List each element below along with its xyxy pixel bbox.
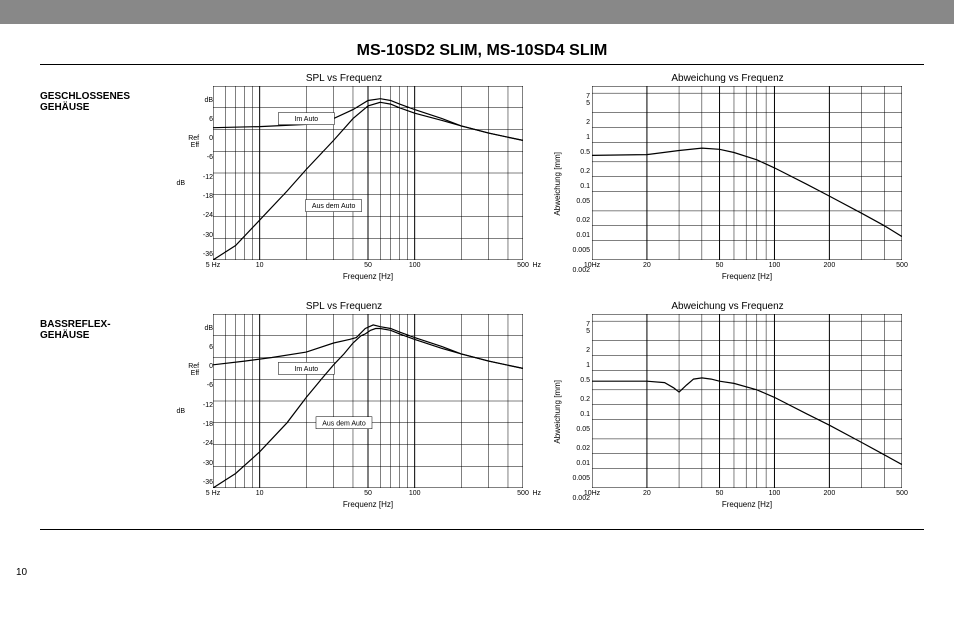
- divider-bottom: [40, 529, 924, 530]
- row-label: BASSREFLEX-GEHÄUSE: [40, 301, 135, 341]
- spl-chart: SPL vs Frequenz dB dB6Ref Eff0-6-12-18-2…: [165, 73, 523, 281]
- chart-svg: [592, 314, 902, 488]
- chart-title: Abweichung vs Frequenz: [671, 301, 783, 312]
- chart-svg: Im Auto Aus dem Auto: [213, 314, 523, 488]
- chart-svg: Im Auto Aus dem Auto: [213, 86, 523, 260]
- chart-row-1: BASSREFLEX-GEHÄUSE SPL vs Frequenz dB dB…: [40, 301, 924, 509]
- chart-title: SPL vs Frequenz: [306, 301, 382, 312]
- svg-text:Im Auto: Im Auto: [294, 366, 318, 373]
- svg-text:Im Auto: Im Auto: [294, 116, 318, 123]
- deviation-chart: Abweichung vs Frequenz Abweichung [mm] 7…: [553, 73, 902, 281]
- deviation-chart: Abweichung vs Frequenz Abweichung [mm] 7…: [553, 301, 902, 509]
- page-number: 10: [16, 567, 27, 578]
- divider-top: [40, 64, 924, 65]
- svg-text:Aus dem Auto: Aus dem Auto: [322, 420, 366, 427]
- chart-svg: [592, 86, 902, 260]
- chart-title: Abweichung vs Frequenz: [671, 73, 783, 84]
- spl-chart: SPL vs Frequenz dB dB6Ref Eff0-6-12-18-2…: [165, 301, 523, 509]
- chart-row-0: GESCHLOSSENESGEHÄUSE SPL vs Frequenz dB …: [40, 73, 924, 281]
- top-bar: [0, 0, 954, 24]
- svg-text:Aus dem Auto: Aus dem Auto: [312, 203, 356, 210]
- main-title: MS-10SD2 SLIM, MS-10SD4 SLIM: [40, 42, 924, 60]
- row-label: GESCHLOSSENESGEHÄUSE: [40, 73, 135, 113]
- chart-title: SPL vs Frequenz: [306, 73, 382, 84]
